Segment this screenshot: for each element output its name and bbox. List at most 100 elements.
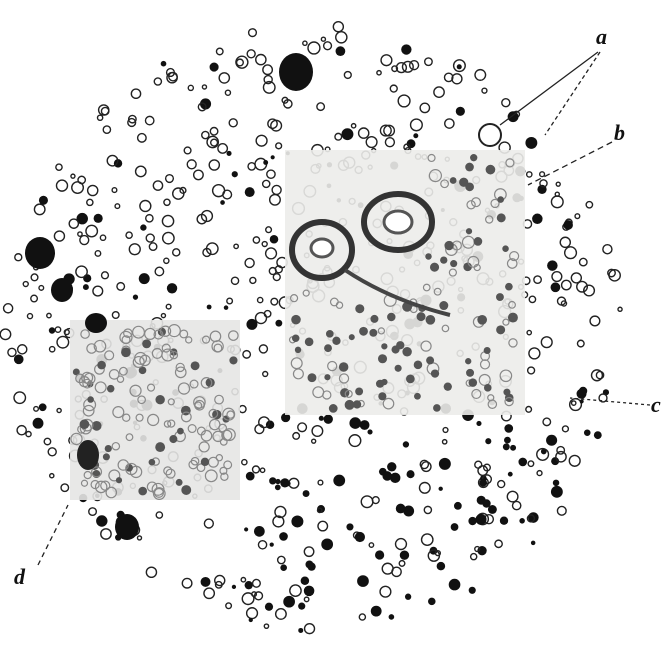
cell [344, 389, 353, 398]
cell [561, 425, 570, 433]
cell [209, 138, 219, 147]
cell [274, 484, 281, 491]
cell [125, 433, 134, 442]
cell [302, 40, 308, 47]
cell [93, 339, 107, 353]
cell [365, 135, 378, 149]
cell [160, 312, 167, 319]
cell [246, 49, 256, 59]
cell [96, 114, 104, 122]
cell [538, 171, 546, 178]
cell [53, 230, 66, 242]
cell [433, 287, 442, 296]
cell [425, 253, 432, 260]
cell [526, 514, 536, 523]
cell [470, 154, 478, 162]
cell [255, 53, 267, 66]
cell [159, 325, 172, 337]
cell [127, 117, 137, 128]
cell [327, 360, 338, 372]
cell [97, 360, 106, 370]
cell [405, 374, 415, 384]
cell [422, 283, 431, 292]
cell [496, 479, 506, 489]
label-c: c [651, 392, 661, 417]
cell [377, 327, 386, 335]
cell [86, 184, 99, 197]
cell [0, 328, 12, 341]
cell [208, 159, 221, 171]
cell [229, 356, 238, 365]
cell [209, 126, 219, 136]
cell [100, 528, 112, 540]
cell [302, 289, 310, 297]
cell [450, 523, 459, 531]
cell [231, 171, 238, 178]
cell [138, 486, 148, 496]
cell [87, 396, 94, 403]
cell [532, 213, 543, 225]
cell [275, 142, 283, 150]
cell [502, 318, 510, 326]
cell [85, 224, 99, 238]
cell [79, 234, 90, 246]
large-cell [279, 53, 313, 91]
cell [71, 181, 85, 195]
cell [452, 59, 466, 73]
cell [70, 173, 76, 179]
cell [254, 423, 265, 435]
cell [307, 373, 317, 383]
cell [91, 466, 103, 478]
cell [145, 566, 158, 579]
cell [495, 293, 504, 302]
cell [408, 59, 420, 71]
cell [88, 507, 98, 517]
cell [76, 212, 88, 225]
cell [455, 106, 465, 116]
cell [146, 413, 160, 427]
cell [190, 456, 200, 466]
cell [226, 297, 234, 305]
cell [382, 471, 393, 481]
cell [329, 297, 339, 307]
cell [226, 150, 232, 156]
cell [38, 195, 48, 205]
cell [395, 61, 408, 74]
cell [255, 134, 268, 147]
cell [300, 576, 310, 585]
inset-cells [70, 153, 520, 500]
cell [186, 159, 197, 170]
ring-cell [361, 191, 435, 253]
cell [509, 251, 520, 262]
cell [590, 369, 604, 382]
cell [444, 240, 454, 251]
cell [374, 550, 385, 560]
cell [468, 378, 478, 387]
large-cell [115, 514, 139, 540]
cell [354, 531, 366, 543]
cell [390, 472, 401, 484]
cell [358, 613, 367, 621]
cell [215, 47, 224, 56]
cell [583, 284, 596, 297]
cell [263, 623, 270, 630]
cell [547, 260, 558, 271]
cell [357, 575, 369, 587]
cell [352, 400, 362, 409]
cell [420, 461, 432, 473]
cell [468, 586, 476, 594]
cell [99, 234, 107, 242]
cell [270, 297, 279, 306]
cell [303, 622, 316, 635]
cell [79, 419, 90, 430]
cell [396, 341, 405, 350]
cell [242, 349, 252, 359]
cell [167, 419, 176, 428]
cell [478, 373, 491, 386]
cell [187, 84, 195, 92]
cell [269, 234, 279, 244]
cell [203, 587, 216, 600]
cell [148, 458, 156, 466]
cell [252, 236, 261, 244]
cell [247, 28, 258, 38]
